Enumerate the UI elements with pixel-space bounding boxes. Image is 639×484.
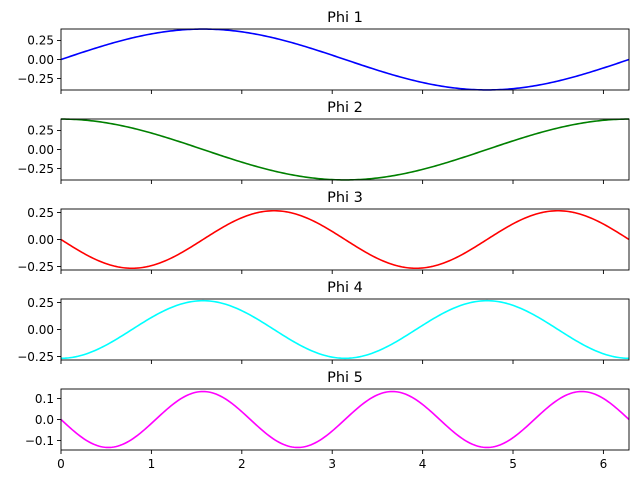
panel-3-title: Phi 3 (327, 190, 363, 206)
panel-4-frame (60, 298, 630, 361)
panel-3-series-line (60, 209, 630, 270)
panel-2-series-line (61, 118, 629, 181)
panel-5-ytick-label: 0.0 (35, 413, 54, 427)
panel-1: Phi 1 0.25 0.00 −0.25 (17, 10, 630, 94)
panel-2-ytick-label: 0.00 (27, 143, 54, 157)
panel-4-ytick-label: 0.00 (27, 323, 54, 337)
panel-2-ytick-label: 0.25 (27, 124, 54, 138)
panel-1-ytick-label: 0.25 (27, 34, 54, 48)
panel-1-series-line (60, 28, 630, 91)
panel-5-xtick-label: 4 (419, 457, 427, 471)
panel-1-ytick-label: 0.00 (27, 53, 54, 67)
panel-5-xtick-label: 2 (238, 457, 246, 471)
panel-3-ytick-label: −0.25 (17, 260, 54, 274)
panel-5-xtick-label: 3 (328, 457, 336, 471)
panel-4-ytick-label: −0.25 (17, 350, 54, 364)
panel-3-ytick-label: 0.25 (27, 206, 54, 220)
panel-3: Phi 3 0.25 0.00 −0.25 (17, 190, 630, 274)
panel-5: Phi 5 0.1 0.0 −0.10 1 2 3 4 5 6 (25, 370, 630, 471)
panel-5-ytick-label: 0.1 (35, 392, 54, 406)
panel-1-ytick-label: −0.25 (17, 72, 54, 86)
panel-4-ytick-label: 0.25 (27, 296, 54, 310)
panel-4: Phi 4 0.25 0.00 −0.25 (17, 280, 630, 364)
panel-2-frame (60, 118, 630, 181)
panel-5-series-line (60, 390, 630, 449)
panel-2: Phi 2 0.25 0.00 −0.25 (17, 100, 630, 184)
panel-4-series-line (60, 299, 630, 360)
panel-5-title: Phi 5 (327, 370, 363, 386)
panel-1-title: Phi 1 (327, 10, 363, 26)
panel-5-xtick-label: 0 (57, 457, 65, 471)
panel-2-ytick-label: −0.25 (17, 162, 54, 176)
panel-5-ytick-label: −0.1 (25, 434, 54, 448)
panel-5-xtick-label: 1 (148, 457, 156, 471)
panel-4-title: Phi 4 (327, 280, 363, 296)
panel-5-xtick-label: 5 (509, 457, 517, 471)
panel-2-title: Phi 2 (327, 100, 363, 116)
panel-3-ytick-label: 0.00 (27, 233, 54, 247)
panel-5-xtick-label: 6 (600, 457, 608, 471)
